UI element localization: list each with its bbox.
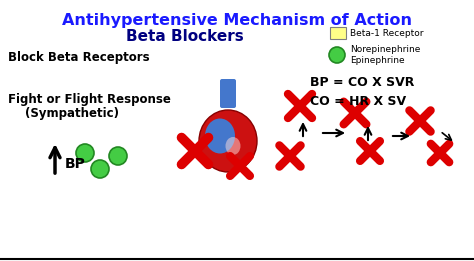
Text: Antihypertensive Mechanism of Action: Antihypertensive Mechanism of Action xyxy=(62,13,412,28)
FancyBboxPatch shape xyxy=(330,27,346,39)
Circle shape xyxy=(329,47,345,63)
Text: BP = CO X SVR
CO = HR X SV: BP = CO X SVR CO = HR X SV xyxy=(310,76,414,108)
FancyBboxPatch shape xyxy=(220,79,236,108)
Circle shape xyxy=(91,160,109,178)
Text: (Sympathetic): (Sympathetic) xyxy=(25,107,119,120)
Text: Norepinephrine
Epinephrine: Norepinephrine Epinephrine xyxy=(350,45,420,65)
Ellipse shape xyxy=(205,118,235,153)
Ellipse shape xyxy=(199,110,257,172)
Text: Fight or Flight Response: Fight or Flight Response xyxy=(8,93,171,106)
Text: Block Beta Receptors: Block Beta Receptors xyxy=(8,51,150,64)
Text: Beta-1 Receptor: Beta-1 Receptor xyxy=(350,28,423,38)
Circle shape xyxy=(109,147,127,165)
Text: BP: BP xyxy=(65,157,86,171)
Text: Beta Blockers: Beta Blockers xyxy=(126,29,244,44)
Circle shape xyxy=(76,144,94,162)
Ellipse shape xyxy=(226,137,240,155)
